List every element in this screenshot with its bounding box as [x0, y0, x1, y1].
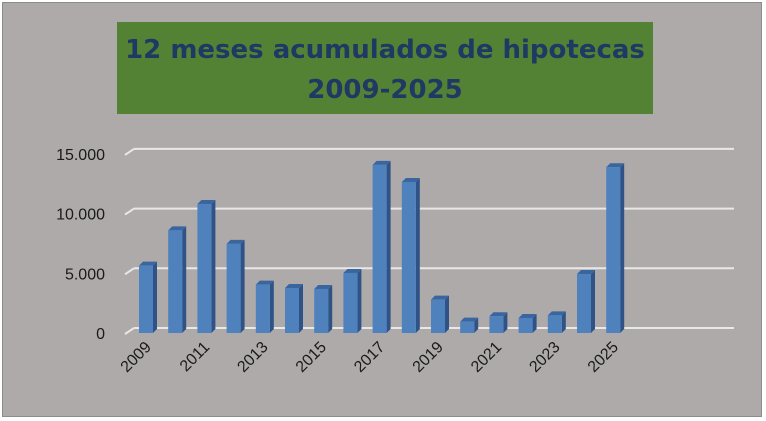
bar-2018: [401, 181, 416, 333]
bar-2024: [577, 274, 591, 333]
bar-2013: [255, 284, 270, 333]
bar-top: [431, 295, 449, 300]
bar-top: [518, 313, 537, 318]
bar-2010: [168, 230, 183, 333]
gridline-depth: [124, 327, 135, 335]
bar-side: [620, 163, 625, 333]
bar-side: [445, 295, 449, 333]
bar-top: [343, 268, 362, 273]
x-tick-label: 2023: [526, 339, 563, 376]
y-tick-label: 15.000: [56, 147, 105, 164]
bar-side: [591, 270, 595, 333]
bar-2017: [372, 164, 387, 333]
bar-side: [415, 177, 420, 333]
bar-2015: [314, 288, 329, 333]
bar-side: [153, 261, 157, 333]
bar-2012: [226, 243, 241, 333]
chart-subtitle: 2009-2025: [307, 75, 463, 105]
bar-side: [182, 226, 187, 333]
bar-2021: [489, 316, 504, 333]
bar-side: [240, 239, 245, 333]
gridline-depth: [124, 267, 135, 276]
bar-top: [460, 317, 479, 322]
bar-top: [547, 311, 566, 316]
bar-top: [285, 283, 303, 288]
bar-2016: [343, 272, 358, 333]
bar-top: [577, 270, 595, 275]
bar-side: [269, 280, 274, 333]
x-tick-label: 2021: [468, 339, 505, 376]
bar-side: [503, 312, 508, 333]
bar-side: [211, 200, 216, 333]
bar-2009: [139, 265, 153, 333]
bar-2023: [547, 315, 562, 333]
bar-top: [489, 312, 508, 317]
bar-side: [561, 311, 566, 333]
bar-2019: [431, 299, 445, 333]
x-tick-label: 2025: [585, 339, 622, 376]
bar-side: [474, 317, 479, 333]
bar-side: [357, 268, 362, 333]
bar-2014: [285, 287, 299, 333]
bar-top: [168, 226, 187, 231]
chart-title: 12 meses acumulados de hipotecas: [125, 35, 645, 65]
bar-side: [386, 160, 391, 333]
bar-side: [532, 313, 537, 333]
bar-2025: [606, 167, 621, 333]
bar-top: [372, 160, 391, 165]
bar-2020: [460, 321, 475, 333]
x-tick-label: 2019: [410, 339, 447, 376]
bar-top: [139, 261, 157, 266]
bar-side: [299, 283, 303, 333]
x-tick-label: 2011: [177, 339, 213, 375]
bar-top: [314, 284, 333, 289]
bar-top: [226, 239, 245, 244]
chart-title-box: 12 meses acumulados de hipotecas 2009-20…: [117, 22, 653, 114]
y-tick-label: 0: [96, 326, 105, 343]
x-tick-label: 2017: [351, 339, 388, 376]
bar-top: [255, 280, 274, 285]
bar-top: [606, 163, 625, 168]
gridline-depth: [124, 148, 135, 156]
x-tick-label: 2013: [234, 339, 271, 376]
y-tick-label: 10.000: [56, 207, 105, 224]
y-tick-label: 5.000: [65, 266, 105, 283]
x-tick-label: 2009: [118, 339, 155, 376]
bar-2022: [518, 317, 533, 333]
bar-top: [197, 200, 216, 205]
gridline-depth: [124, 207, 135, 216]
x-tick-label: 2015: [293, 339, 330, 376]
bar-2011: [197, 204, 212, 333]
bar-side: [328, 284, 333, 333]
bar-top: [401, 177, 420, 182]
